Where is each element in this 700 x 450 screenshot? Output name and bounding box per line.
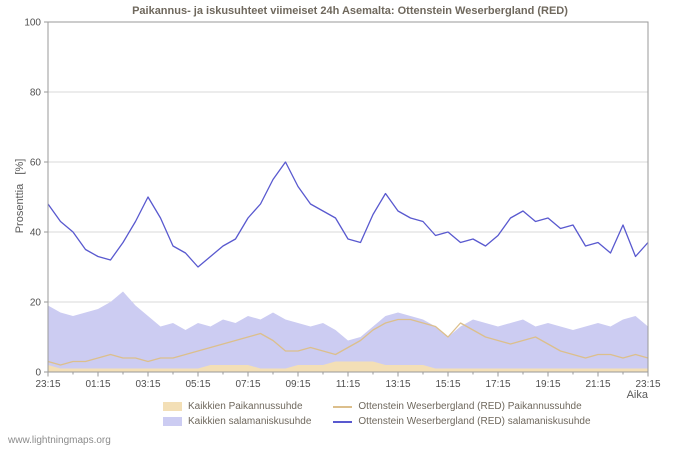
svg-text:100: 100: [24, 18, 41, 29]
svg-text:23:15: 23:15: [35, 379, 60, 390]
svg-text:21:15: 21:15: [585, 379, 610, 390]
svg-text:01:15: 01:15: [85, 379, 110, 390]
svg-text:80: 80: [30, 88, 42, 99]
legend-item-all-location-ratio: Kaikkien Paikannussuhde: [163, 401, 311, 412]
legend: Kaikkien Paikannussuhde Kaikkien salaman…: [163, 401, 591, 427]
svg-text:17:15: 17:15: [485, 379, 510, 390]
svg-text:0: 0: [35, 368, 41, 379]
svg-text:11:15: 11:15: [336, 379, 361, 390]
legend-swatch-line-blue: [333, 420, 353, 423]
watermark: www.lightningmaps.org: [8, 435, 111, 446]
legend-column-areas: Kaikkien Paikannussuhde Kaikkien salaman…: [163, 401, 311, 427]
svg-text:07:15: 07:15: [235, 379, 260, 390]
svg-text:13:15: 13:15: [385, 379, 410, 390]
legend-column-lines: Ottenstein Weserbergland (RED) Paikannus…: [333, 401, 591, 427]
plot-area: 0 20 40 60 80 100 23:15 01:15 03:15 05:15 07:15 09:…: [24, 18, 661, 391]
svg-text:15:15: 15:15: [435, 379, 460, 390]
svg-text:09:15: 09:15: [285, 379, 310, 390]
legend-item-station-location-ratio: Ottenstein Weserbergland (RED) Paikannus…: [333, 401, 590, 412]
legend-swatch-area-tan: [163, 402, 182, 411]
legend-swatch-area-lavender: [163, 417, 182, 426]
svg-text:05:15: 05:15: [185, 379, 210, 390]
svg-text:60: 60: [30, 158, 42, 169]
svg-text:40: 40: [30, 228, 42, 239]
legend-label: Ottenstein Weserbergland (RED) salamanis…: [358, 416, 591, 427]
svg-text:20: 20: [30, 298, 42, 309]
legend-label: Ottenstein Weserbergland (RED) Paikannus…: [358, 401, 582, 412]
legend-item-all-stroke-ratio: Kaikkien salamaniskusuhde: [163, 416, 311, 427]
legend-label: Kaikkien Paikannussuhde: [188, 401, 303, 412]
svg-text:23:15: 23:15: [635, 379, 660, 390]
legend-swatch-line-tan: [333, 405, 353, 408]
svg-text:19:15: 19:15: [535, 379, 560, 390]
svg-text:03:15: 03:15: [135, 379, 160, 390]
chart-title: Paikannus- ja iskusuhteet viimeiset 24h …: [132, 5, 568, 17]
legend-item-station-stroke-ratio: Ottenstein Weserbergland (RED) salamanis…: [333, 416, 591, 427]
legend-label: Kaikkien salamaniskusuhde: [188, 416, 312, 427]
x-axis-label: Aika: [626, 389, 648, 401]
